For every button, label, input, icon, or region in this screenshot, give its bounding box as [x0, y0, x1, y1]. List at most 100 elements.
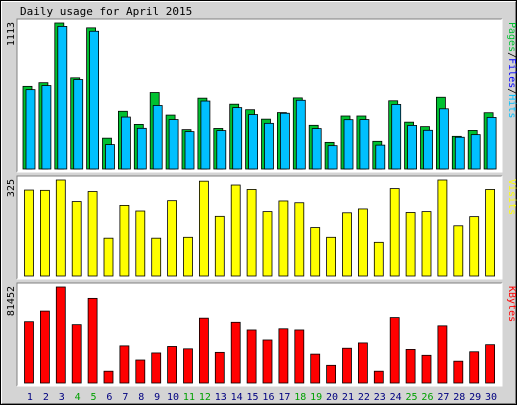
legend-kbytes: KBytes — [506, 286, 517, 322]
bar-hits — [121, 116, 131, 170]
bar-kbytes — [437, 325, 448, 384]
bar-kbytes — [453, 360, 464, 384]
legend-entry: KBytes — [506, 286, 517, 322]
bar-kbytes — [214, 351, 225, 384]
bar-kbytes — [342, 347, 352, 384]
bar-kbytes — [167, 346, 178, 384]
bar-visits — [55, 179, 66, 277]
bar-visits — [278, 200, 289, 277]
panel-edge-light — [17, 19, 503, 173]
bar-kbytes — [389, 317, 400, 384]
bar-kbytes — [55, 286, 66, 384]
panel-edge-light — [17, 176, 503, 280]
bar-visits — [135, 210, 146, 277]
bar-kbytes — [310, 353, 321, 384]
bar-visits — [214, 215, 225, 277]
bar-kbytes — [87, 297, 98, 384]
bar-visits — [326, 236, 337, 277]
bar-kbytes — [357, 342, 368, 384]
bar-visits — [230, 184, 241, 277]
x-tick-label: 21 — [342, 392, 354, 403]
bar-visits — [469, 216, 480, 277]
bar-kbytes — [262, 339, 273, 384]
bar-visits — [151, 237, 162, 277]
bar-hits — [438, 108, 449, 170]
bar-hits — [264, 122, 274, 170]
bar-hits — [407, 125, 418, 170]
x-tick-label: 14 — [231, 392, 243, 403]
bar-visits — [40, 189, 50, 277]
x-tick-label: 3 — [59, 392, 65, 403]
x-tick-label: 17 — [278, 392, 290, 403]
x-tick-label: 20 — [326, 392, 338, 403]
bar-hits — [391, 104, 402, 170]
bar-visits — [71, 201, 82, 277]
bar-kbytes — [421, 354, 432, 384]
bar-hits — [41, 85, 52, 170]
bar-kbytes — [230, 321, 241, 384]
bar-hits — [327, 145, 338, 170]
bar-hits — [152, 105, 163, 170]
bar-kbytes — [405, 349, 416, 384]
panel-edge-light — [17, 283, 503, 387]
bar-hits — [311, 128, 322, 170]
bar-visits — [485, 189, 496, 277]
bar-visits — [453, 225, 464, 277]
bar-hits — [486, 117, 497, 170]
x-tick-label: 23 — [374, 392, 386, 403]
bar-kbytes — [119, 345, 130, 384]
panel-background — [17, 283, 502, 386]
bar-kbytes — [469, 351, 480, 384]
bar-visits — [437, 179, 448, 277]
x-tick-label: 9 — [154, 392, 160, 403]
bar-kbytes — [278, 328, 289, 384]
legend-entry: Files — [506, 58, 517, 88]
legend-entry: / — [506, 88, 517, 94]
bar-hits — [232, 107, 243, 170]
legend-entry: Visits — [506, 179, 517, 215]
x-tick-label: 30 — [485, 392, 497, 403]
x-tick-label: 24 — [390, 392, 402, 403]
bar-hits — [136, 127, 147, 170]
bar-kbytes — [40, 310, 50, 384]
legend-visits: Visits — [506, 179, 517, 215]
x-tick-label: 7 — [122, 392, 128, 403]
panel-visits: 325 Visits — [6, 175, 517, 280]
x-tick-label: 2 — [43, 392, 49, 403]
y-max-label-hits: 1113 — [6, 22, 17, 46]
chart-title: Daily usage for April 2015 — [20, 5, 192, 18]
bar-hits — [105, 144, 115, 170]
bar-visits — [119, 205, 130, 277]
x-tick-label: 13 — [215, 392, 227, 403]
y-max-label-visits: 325 — [6, 179, 17, 197]
bar-hits — [89, 30, 99, 170]
x-tick-label: 6 — [106, 392, 112, 403]
legend-entry: / — [506, 52, 517, 58]
x-tick-label: 26 — [421, 392, 433, 403]
bar-hits — [57, 26, 68, 170]
x-tick-label: 28 — [453, 392, 465, 403]
x-tick-label: 4 — [75, 392, 81, 403]
bar-hits — [343, 119, 354, 170]
bar-visits — [198, 180, 209, 277]
x-tick-label: 8 — [138, 392, 144, 403]
bar-hits — [25, 89, 36, 170]
x-tick-label: 12 — [199, 392, 211, 403]
legend-entry: Hits — [506, 94, 517, 118]
bar-hits — [295, 99, 306, 170]
x-tick-label: 25 — [406, 392, 418, 403]
bar-visits — [405, 212, 416, 277]
bar-visits — [342, 212, 352, 277]
bar-visits — [310, 227, 321, 277]
bar-visits — [103, 237, 114, 277]
bar-visits — [389, 188, 400, 277]
bar-hits — [470, 134, 481, 170]
panel-background — [17, 176, 502, 279]
bar-visits — [421, 211, 432, 277]
bar-kbytes — [485, 344, 496, 384]
x-tick-label: 22 — [358, 392, 370, 403]
panel-edge-dark — [16, 175, 502, 279]
